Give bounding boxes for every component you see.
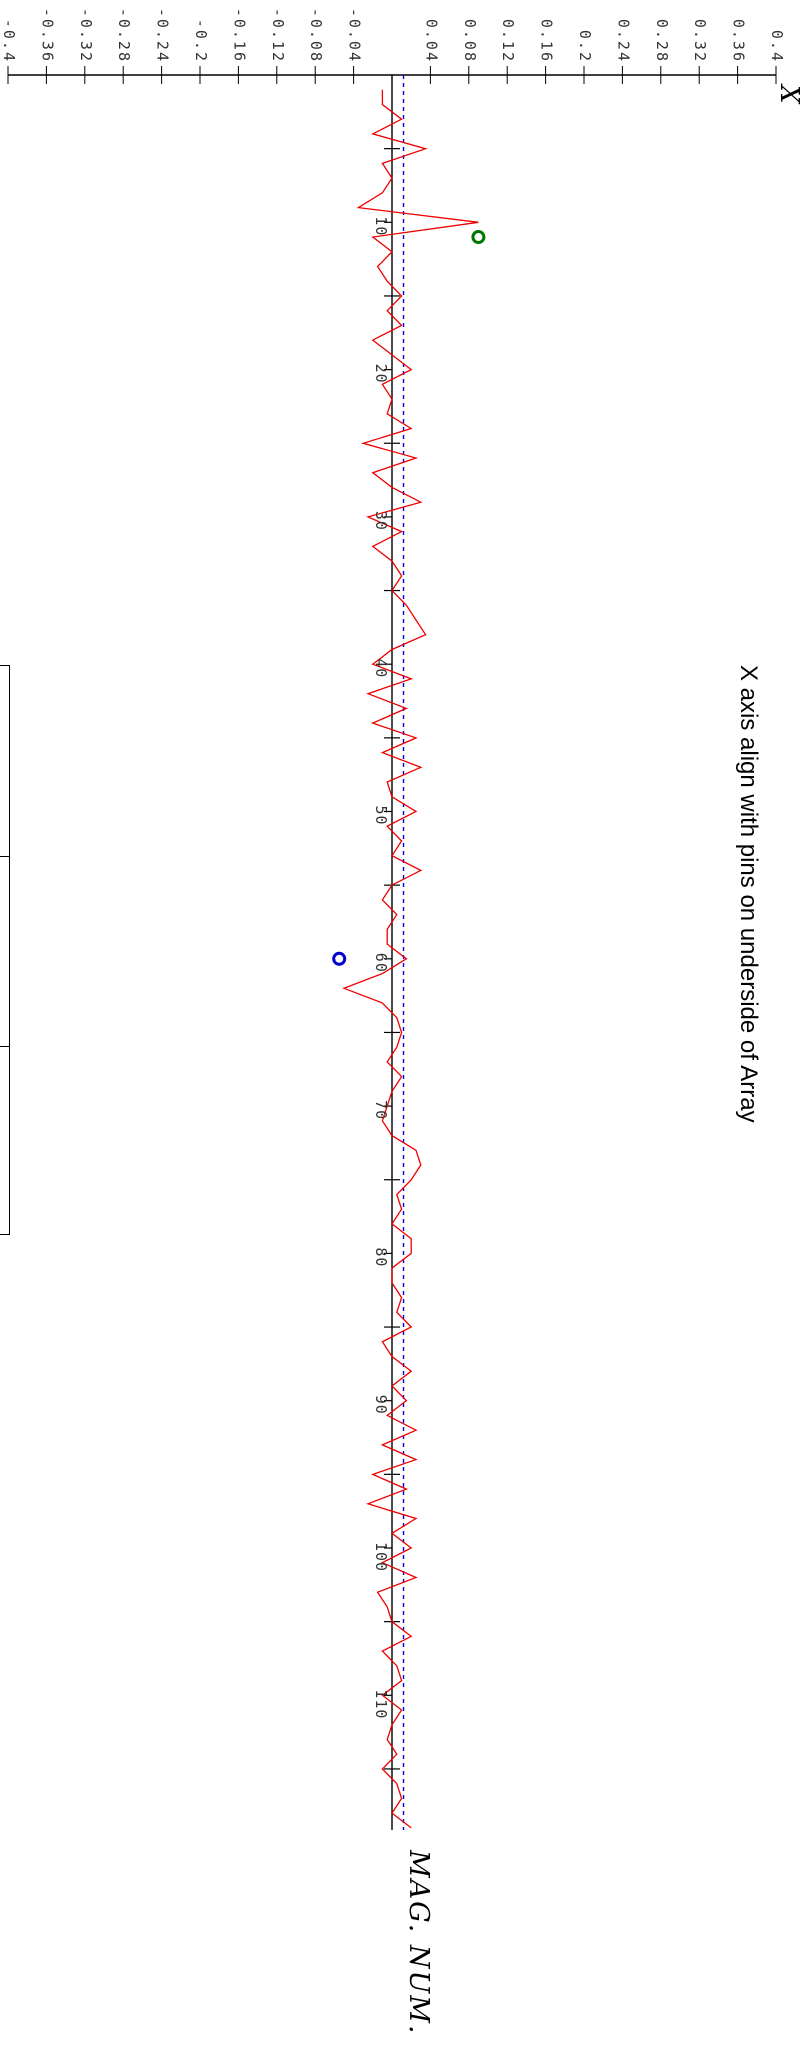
x-tick-label: 110 [372, 1689, 390, 1719]
x-tick-label: 10 [372, 216, 390, 236]
y-tick-label: -0.08 [307, 8, 325, 63]
x-tick-label: 80 [372, 1247, 390, 1267]
y-tick-label: 0.04 [422, 19, 440, 63]
y-tick-label: 0.32 [691, 19, 709, 63]
x-axis-label: MAG. NUM. [403, 1849, 434, 2036]
x-tick-label: 100 [372, 1542, 390, 1572]
y-tick-label: 0.2 [576, 30, 594, 63]
y-tick-label: 0.28 [653, 19, 671, 63]
x-tick-label: 20 [372, 364, 390, 384]
info-box-divider [0, 856, 10, 857]
y-tick-label: -0.16 [230, 8, 248, 63]
y-tick-label: -0.36 [38, 8, 56, 63]
x-tick-label: 40 [372, 658, 390, 678]
y-tick-label: 0.24 [614, 19, 632, 63]
y-tick-label: -0.12 [269, 8, 287, 63]
info-box [0, 665, 10, 1235]
axes-group [7, 66, 777, 1830]
highlight-marker [332, 951, 347, 966]
x-tick-label: 50 [372, 806, 390, 826]
y-tick-label: 0.12 [499, 19, 517, 63]
y-tick-label: -0.2 [192, 19, 210, 63]
highlight-marker [471, 230, 486, 245]
chart-title: X axis align with pins on underside of A… [735, 665, 762, 1123]
y-axis-label: X [774, 83, 804, 105]
x-tick-label: 70 [372, 1100, 390, 1120]
x-tick-label: 60 [372, 953, 390, 973]
y-tick-label: 0.16 [538, 19, 556, 63]
y-tick-label: -0.28 [115, 8, 133, 63]
y-tick-label: -0.4 [0, 19, 18, 63]
x-tick-label: 30 [372, 511, 390, 531]
info-box-divider [0, 1046, 10, 1047]
y-tick-label: -0.24 [154, 8, 172, 63]
y-tick-label: -0.32 [77, 8, 95, 63]
series-line [342, 89, 479, 1829]
labels-group: -0.4 -0.36 -0.32 -0.28 -0.24 -0.2 -0.16 -0.12 -0… [0, 8, 804, 2036]
series-group [332, 75, 486, 1830]
y-tick-label: -0.04 [346, 8, 364, 63]
x-tick-label: 90 [372, 1395, 390, 1415]
y-tick-label: 0.36 [730, 19, 748, 63]
y-tick-label: 0.4 [768, 30, 786, 63]
y-tick-label: 0.08 [461, 19, 479, 63]
